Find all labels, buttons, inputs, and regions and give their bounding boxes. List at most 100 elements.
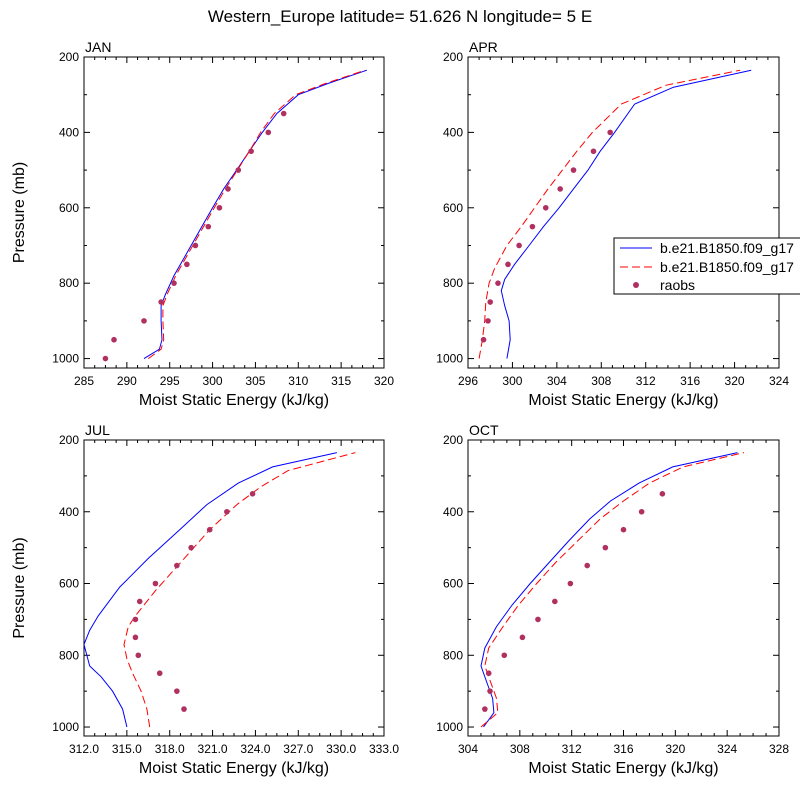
jan-raobs-point [280, 110, 287, 117]
panel-jul: JUL 312.0 315.0 318.0 321.0 324.0 327.0 330.0 33… [11, 422, 399, 777]
apr-series-2-line [478, 69, 741, 359]
panel-apr: APR 296 300 304 308 312 316 320 324 200 400 600 800 1… [436, 39, 789, 409]
oct-plot-frame [467, 439, 780, 737]
oct-xtick-label: 328 [769, 742, 789, 756]
jul-raobs-point [132, 616, 139, 623]
apr-raobs-point [485, 318, 491, 324]
oct-ytick-label: 1000 [436, 720, 463, 734]
jan-panel-title: JAN [85, 39, 111, 55]
jul-x-axis-label: Moist Static Energy (kJ/kg) [139, 760, 329, 777]
oct-plot-area [480, 452, 745, 728]
jul-series-2-line [123, 452, 356, 728]
jan-raobs-point [184, 261, 190, 268]
oct-raobs-point [535, 616, 541, 623]
apr-ytick-label: 800 [443, 276, 463, 290]
jan-xtick-label: 285 [74, 374, 94, 388]
jan-xtick-label: 295 [160, 374, 180, 388]
panel-oct: OCT 304 308 312 316 320 324 328 200 400 600 800 1000… [436, 422, 789, 777]
jul-ytick-label: 1000 [52, 720, 79, 734]
oct-ytick-label: 200 [443, 433, 463, 447]
apr-ytick-label: 1000 [436, 352, 463, 366]
jul-xtick-label: 315.0 [112, 742, 142, 756]
jul-plot-frame [83, 439, 385, 737]
legend-box [613, 237, 800, 295]
jan-xtick-label: 320 [374, 374, 394, 388]
oct-xtick-label: 308 [510, 742, 530, 756]
legend: b.e21.B1850.f09_g17 b.e21.B1850.f09_g17 … [613, 237, 800, 295]
oct-raobs-point [638, 508, 645, 515]
apr-raobs-point [607, 129, 613, 136]
jan-xtick-label: 310 [288, 374, 308, 388]
oct-x-axis-label: Moist Static Energy (kJ/kg) [528, 760, 718, 777]
jul-raobs-point [136, 598, 143, 605]
apr-series-1-line [500, 69, 752, 359]
oct-raobs-point [659, 491, 666, 497]
apr-xtick-label: 324 [769, 374, 789, 388]
oct-raobs-point [602, 544, 609, 551]
oct-raobs-point [487, 688, 493, 694]
jan-xtick-label: 300 [203, 374, 223, 388]
jul-raobs-point [206, 526, 213, 533]
apr-raobs-point [570, 167, 577, 173]
apr-xtick-label: 312 [636, 374, 656, 388]
apr-x-axis-label: Moist Static Energy (kJ/kg) [528, 392, 718, 409]
jul-xtick-label: 330.0 [326, 742, 356, 756]
jan-raobs-point [111, 336, 117, 343]
jul-raobs-point [249, 491, 256, 497]
jul-raobs-point [174, 562, 180, 569]
apr-raobs-point [505, 261, 511, 268]
jul-raobs-point [132, 634, 139, 641]
jan-raobs-point [265, 129, 272, 136]
apr-xtick-label: 304 [547, 374, 567, 388]
apr-raobs-point [480, 336, 487, 343]
jul-ytick-label: 800 [59, 648, 79, 662]
jul-raobs-point [224, 508, 230, 515]
oct-ytick-label: 600 [443, 577, 463, 591]
jan-raobs-point [141, 318, 147, 324]
apr-ytick-label: 600 [443, 201, 463, 215]
apr-raobs-point [487, 299, 494, 305]
jan-xtick-label: 305 [245, 374, 265, 388]
jan-ytick-label: 1000 [52, 352, 79, 366]
jan-series-2-line [148, 69, 366, 360]
jan-raobs-point [171, 280, 177, 286]
apr-xtick-label: 316 [680, 374, 700, 388]
apr-plot-area [478, 69, 752, 359]
jul-series-1-line [84, 452, 338, 728]
jan-x-axis-label: Moist Static Energy (kJ/kg) [139, 392, 329, 409]
oct-raobs-point [620, 526, 627, 533]
jul-xtick-label: 327.0 [283, 742, 313, 756]
jan-raobs-point [235, 167, 242, 173]
figure-title: Western_Europe latitude= 51.626 N longit… [208, 7, 592, 26]
apr-panel-title: APR [469, 39, 498, 55]
jan-raobs-point [205, 223, 212, 230]
jan-raobs-point [225, 186, 231, 192]
jan-ytick-label: 600 [59, 201, 79, 215]
jan-raobs-point [192, 242, 199, 249]
oct-panel-title: OCT [469, 422, 499, 438]
oct-series-2-line [480, 452, 745, 728]
apr-ytick-label: 400 [443, 125, 463, 139]
jul-xtick-label: 324.0 [240, 742, 270, 756]
oct-xtick-label: 320 [665, 742, 685, 756]
apr-raobs-point [542, 204, 549, 211]
apr-raobs-point [495, 280, 501, 286]
jan-ytick-label: 200 [59, 50, 79, 64]
jan-ytick-label: 800 [59, 276, 79, 290]
apr-xtick-label: 308 [591, 374, 611, 388]
jan-y-axis-label: Pressure (mb) [11, 162, 28, 263]
jul-ytick-label: 400 [59, 505, 79, 519]
jul-raobs-point [135, 652, 142, 659]
jul-plot-area [84, 452, 356, 728]
jul-raobs-point [152, 580, 159, 587]
jan-ytick-label: 400 [59, 125, 79, 139]
jan-raobs-point [248, 148, 254, 155]
jan-plot-frame [83, 56, 385, 369]
oct-raobs-point [584, 562, 591, 569]
jul-raobs-point [188, 544, 194, 551]
oct-raobs-point [485, 670, 492, 677]
legend-label-1: b.e21.B1850.f09_g17 [660, 240, 794, 256]
oct-xtick-label: 324 [717, 742, 737, 756]
jul-raobs-point [174, 688, 180, 694]
